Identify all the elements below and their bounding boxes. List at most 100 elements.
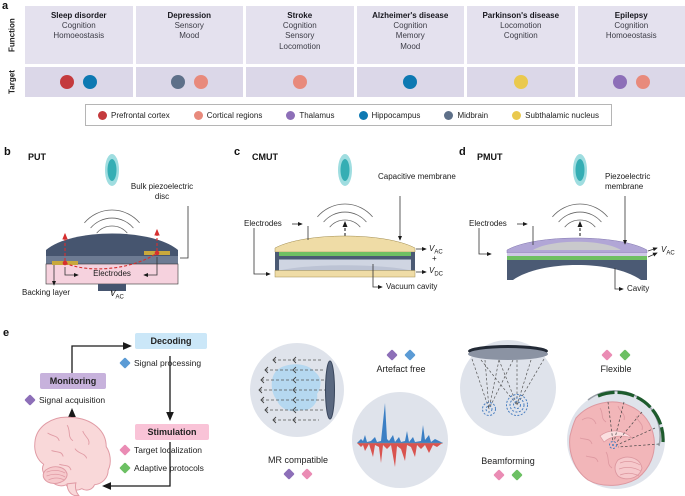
leader-lines	[52, 206, 189, 295]
row-label-target: Target	[7, 70, 17, 94]
row-label-function: Function	[7, 18, 17, 52]
target-dot-cortical-regions	[635, 75, 650, 89]
panel-e-letter: e	[3, 327, 10, 339]
legend-dot	[98, 110, 107, 120]
disease-name: Sleep disorder	[50, 11, 107, 20]
disease-functions: Cognition Homoeostasis	[605, 21, 657, 41]
leader-lines	[478, 196, 658, 291]
capacitive-membrane-label: Capacitive membrane	[378, 172, 456, 181]
pmut-title: PMUT	[477, 152, 503, 162]
substrate-base	[274, 270, 416, 278]
step-label: Target localization	[134, 445, 203, 455]
target-cell-parkinsons	[467, 67, 575, 97]
target-cell-epilepsy	[577, 67, 685, 97]
step-signal-processing: Signal processing	[119, 357, 202, 369]
signal-trace-positive	[357, 403, 443, 443]
brain-outline-blob	[271, 364, 321, 412]
function-cell-epilepsy: Epilepsy Cognition Homoeostasis	[577, 6, 685, 64]
function-cell-alzheimers: Alzheimer's disease Cognition Memory Moo…	[356, 6, 464, 64]
piezo-disc-band	[46, 256, 178, 264]
panel-c-letter: c	[234, 146, 241, 158]
focal-point-right	[506, 394, 528, 416]
feature-label-flexible: Flexible	[600, 364, 632, 374]
backing-layer-label: Backing layer	[22, 288, 71, 297]
feature-diamond	[386, 349, 398, 361]
leader-lines	[253, 196, 427, 289]
feature-diamond	[301, 468, 313, 480]
target-dot-subthalamic-nucleus	[513, 75, 528, 89]
function-cell-parkinsons: Parkinson's disease Locomotion Cognition	[467, 6, 575, 64]
legend-dot	[286, 110, 296, 120]
plus-label: +	[432, 254, 437, 263]
artefact-free-icon	[352, 392, 448, 488]
electrode-layer	[507, 253, 647, 256]
disease-functions: Locomotion Cognition	[500, 21, 542, 41]
feature-diamond	[601, 349, 613, 361]
legend-dot	[444, 110, 454, 120]
disease-functions: Cognition Sensory Locomotion	[279, 21, 321, 51]
step-diamond	[119, 357, 131, 369]
legend-label: Prefrontal cortex	[111, 110, 170, 120]
panel-b-letter: b	[4, 146, 11, 158]
vacuum-cavity-label: Vacuum cavity	[386, 282, 438, 291]
step-target-localization: Target localization	[119, 444, 203, 456]
legend-item-subthalamic-nucleus: Subthalamic nucleus	[512, 110, 599, 120]
membrane-center-dome	[533, 241, 621, 250]
focal-marker	[609, 441, 617, 449]
beamforming-diamonds	[462, 469, 554, 481]
step-label: Signal acquisition	[39, 395, 106, 405]
disease-functions: Cognition Homoeostasis	[53, 21, 105, 41]
transducer-array	[325, 360, 335, 420]
step-label: Adaptive protocols	[134, 463, 204, 473]
step-diamond	[24, 394, 36, 406]
signal-trace-negative	[357, 443, 443, 467]
target-cell-depression	[135, 67, 243, 97]
target-dot-cortical-regions	[193, 75, 208, 89]
legend-label: Cortical regions	[206, 110, 263, 120]
electrodes-label: Electrodes	[93, 269, 131, 278]
feature-diamond	[404, 349, 416, 361]
piezo-disc-cap	[46, 233, 178, 256]
step-signal-acquisition: Signal acquisition	[24, 394, 106, 406]
cavity-label: Cavity	[627, 284, 650, 293]
vac-label: VAC	[429, 244, 443, 256]
side-wall-left	[275, 252, 279, 277]
stimulation-box: Stimulation	[135, 424, 209, 440]
legend-dot	[512, 110, 522, 120]
vdc-label: VDC	[429, 266, 444, 278]
legend-dot	[358, 110, 368, 120]
vac-label: VAC	[661, 245, 675, 257]
legend-label: Thalamus	[299, 110, 335, 120]
vac-label: VAC	[110, 289, 124, 301]
panel-a-letter: a	[2, 0, 9, 12]
step-label: Signal processing	[134, 358, 202, 368]
disease-name: Stroke	[287, 11, 313, 20]
flexible-array	[597, 390, 665, 443]
brain-illustration	[34, 416, 111, 496]
disease-name: Depression	[167, 11, 212, 20]
mr-compatible-icon	[250, 343, 344, 437]
step-diamond	[119, 444, 131, 456]
disease-functions: Sensory Mood	[174, 21, 204, 41]
function-cell-sleep-disorder: Sleep disorder Cognition Homoeostasis	[25, 6, 133, 64]
beamforming-icon	[460, 340, 556, 436]
legend-label: Hippocampus	[371, 110, 421, 120]
put-diagram: PUT Bulk piezoelectric disc Electrodes B…	[20, 148, 230, 301]
cavity-arch	[513, 265, 641, 280]
legend-label: Midbrain	[457, 110, 489, 120]
feature-label-beamforming: Beamforming	[481, 456, 535, 466]
target-dot-cortical-regions	[292, 75, 307, 89]
disease-name: Parkinson's disease	[482, 11, 560, 20]
focal-spot	[107, 159, 117, 181]
step-adaptive-protocols: Adaptive protocols	[119, 462, 204, 474]
put-title: PUT	[28, 152, 46, 162]
target-cell-alzheimers	[356, 67, 464, 97]
disease-functions: Cognition Memory Mood	[393, 21, 428, 51]
focal-spot	[575, 159, 585, 181]
legend-item-midbrain: Midbrain	[444, 110, 489, 120]
decoding-box: Decoding	[135, 333, 207, 349]
focal-spot	[340, 159, 350, 181]
function-cell-depression: Depression Sensory Mood	[135, 6, 243, 64]
membrane-underside	[279, 256, 411, 260]
